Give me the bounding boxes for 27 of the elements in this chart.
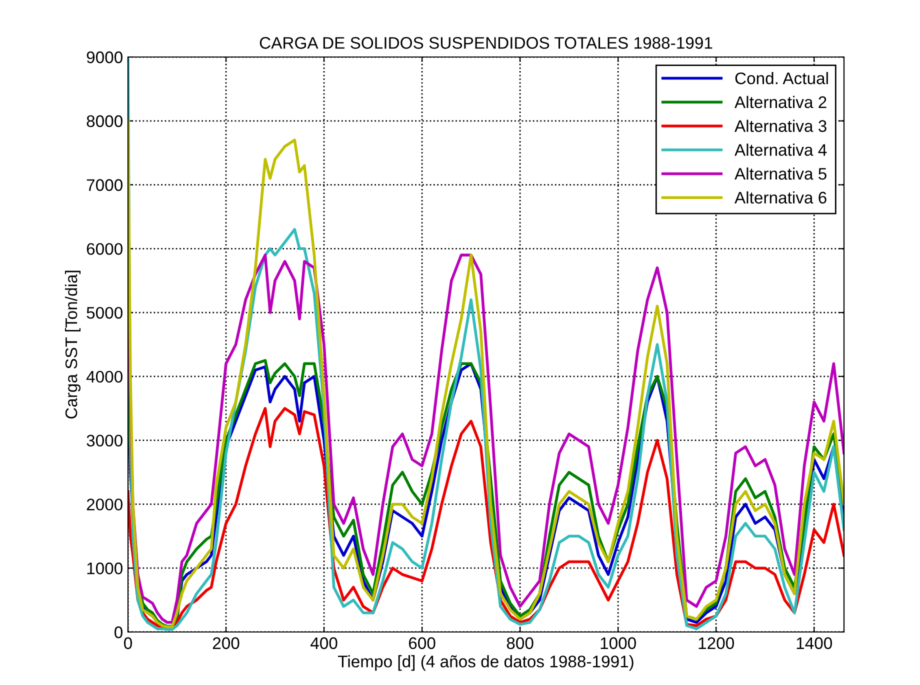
x-tick-label: 1000 [600, 637, 636, 650]
x-tick-label: 600 [408, 637, 436, 650]
legend-label: Cond. Actual [735, 72, 828, 84]
legend-label: Alternativa 3 [734, 120, 826, 132]
legend-label: Alternativa 4 [734, 144, 827, 156]
y-tick-label: 5000 [86, 306, 122, 319]
x-tick-label: 400 [310, 637, 338, 650]
x-tick-label: 1400 [796, 637, 832, 650]
y-tick-label: 2000 [86, 498, 122, 510]
y-tick-label: 0 [114, 626, 122, 638]
x-tick-label: 0 [124, 637, 132, 650]
y-tick-label: 3000 [86, 434, 122, 447]
legend-label: Alternativa 2 [734, 96, 826, 108]
x-tick-label: 200 [212, 637, 240, 650]
y-tick-label: 9000 [86, 51, 122, 64]
y-axis-title: Carga SST [Ton/dia] [64, 270, 81, 419]
x-tick-label: 1200 [698, 637, 734, 650]
x-tick-label: 800 [506, 637, 534, 650]
legend-label: Alternativa 5 [734, 167, 826, 180]
y-tick-label: 8000 [86, 115, 122, 128]
y-tick-label: 6000 [86, 243, 122, 255]
legend-label: Alternativa 6 [734, 191, 826, 204]
y-tick-label: 1000 [87, 562, 122, 574]
y-tick-label: 7000 [86, 179, 122, 191]
x-axis-title: Tiempo [d] (4 años de datos 1988-1991) [338, 655, 634, 671]
chart-title: CARGA DE SOLIDOS SUSPENDIDOS TOTALES 1988-1991 [260, 37, 712, 49]
y-tick-label: 4000 [86, 370, 122, 383]
